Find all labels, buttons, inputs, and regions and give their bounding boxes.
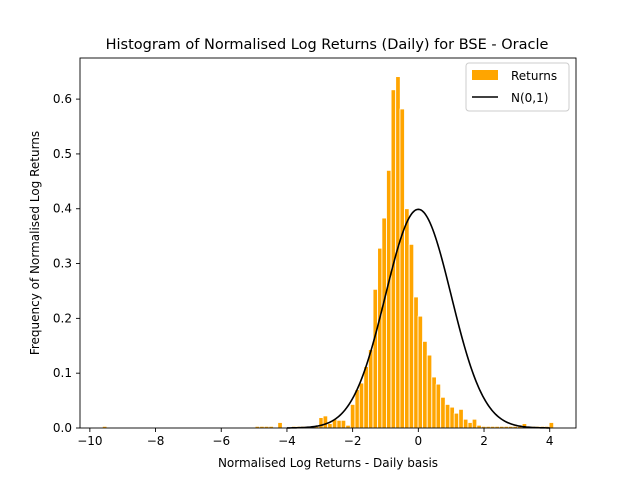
histogram-bar — [327, 423, 333, 429]
legend-label-returns: Returns — [511, 69, 557, 83]
x-tick-label: 0 — [415, 434, 423, 448]
histogram-bar — [358, 382, 365, 429]
histogram-bar — [449, 406, 455, 429]
y-tick-label: 0.1 — [53, 366, 72, 380]
histogram-bar — [417, 315, 423, 429]
histogram-bar — [277, 422, 283, 429]
histogram-bar — [381, 217, 387, 429]
histogram-bar — [354, 389, 360, 429]
y-tick-label: 0.4 — [53, 202, 72, 216]
histogram-bar — [444, 404, 451, 429]
y-axis: 0.0 0.1 0.2 0.3 0.4 0.5 0.6 — [53, 92, 80, 435]
x-axis-label: Normalised Log Returns - Daily basis — [218, 456, 438, 470]
histogram-bar — [363, 366, 369, 429]
histogram-bar — [440, 396, 446, 429]
histogram-bar — [471, 418, 478, 429]
y-tick-label: 0.2 — [53, 311, 72, 325]
histogram-bar — [453, 412, 460, 429]
y-tick-label: 0.0 — [53, 421, 72, 435]
histogram-bar — [404, 208, 410, 429]
histogram-bar — [399, 108, 405, 429]
histogram-bar — [548, 422, 555, 429]
histogram-bar — [408, 243, 415, 429]
histogram-bar — [372, 288, 378, 429]
x-tick-label: 2 — [480, 434, 488, 448]
x-tick-label: −6 — [212, 434, 230, 448]
x-tick-label: −2 — [344, 434, 362, 448]
histogram-bar — [377, 247, 383, 429]
normal-pdf-curve — [286, 208, 550, 429]
histogram-bar — [431, 376, 437, 429]
histogram-bar — [368, 349, 374, 429]
legend-label-normal: N(0,1) — [511, 91, 548, 105]
legend: Returns N(0,1) — [465, 62, 570, 112]
y-tick-label: 0.6 — [53, 92, 72, 106]
chart-title: Histogram of Normalised Log Returns (Dai… — [106, 37, 549, 53]
plot-area-frame — [79, 57, 577, 429]
y-tick-label: 0.5 — [53, 147, 72, 161]
histogram-bar — [322, 415, 329, 429]
histogram-bar — [349, 404, 356, 429]
x-tick-label: −8 — [147, 434, 165, 448]
bars-group — [101, 76, 555, 429]
histogram-bar — [458, 408, 464, 429]
y-tick-label: 0.3 — [53, 257, 72, 271]
y-axis-label: Frequency of Normalised Log Returns — [28, 131, 42, 355]
x-tick-label: −4 — [278, 434, 296, 448]
histogram-bar — [340, 419, 347, 429]
histogram-bar — [467, 422, 473, 429]
histogram-bar — [336, 419, 342, 429]
histogram-bar — [426, 354, 433, 429]
x-tick-label: 4 — [546, 434, 554, 448]
histogram-bar — [422, 340, 428, 429]
histogram-bar — [386, 169, 392, 429]
histogram-bar — [462, 418, 469, 429]
x-tick-label: −10 — [77, 434, 102, 448]
histogram-bar — [413, 296, 419, 429]
x-axis: −10 −8 −6 −4 −2 0 2 4 — [77, 428, 554, 448]
histogram-bar — [435, 383, 442, 429]
legend-swatch-returns — [472, 70, 498, 80]
